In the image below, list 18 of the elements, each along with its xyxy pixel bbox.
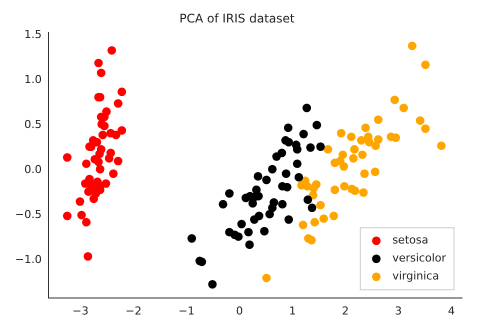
x-tick-label: 1 xyxy=(288,304,296,318)
chart-title: PCA of IRIS dataset xyxy=(179,11,295,26)
y-tick-label: 1.5 xyxy=(24,28,42,41)
x-tick-label: 4 xyxy=(448,304,455,318)
x-tick-label: 2 xyxy=(342,304,349,318)
x-tick-label: −2 xyxy=(125,304,142,318)
x-tick-label: 3 xyxy=(394,304,402,318)
legend-label: setosa xyxy=(392,234,428,247)
legend-label: versicolor xyxy=(392,252,446,265)
y-tick-label: −0.5 xyxy=(14,208,42,221)
legend-label: virginica xyxy=(392,270,440,283)
x-tick-label: 0 xyxy=(236,304,243,318)
y-tick-label: 1.0 xyxy=(24,72,42,86)
x-tick-label: −3 xyxy=(72,304,89,318)
x-tick-label: −1 xyxy=(178,304,195,318)
y-tick-label: 0.5 xyxy=(24,118,42,131)
y-tick-label: −1.0 xyxy=(14,252,42,266)
y-tick-label: 0.0 xyxy=(24,162,42,176)
